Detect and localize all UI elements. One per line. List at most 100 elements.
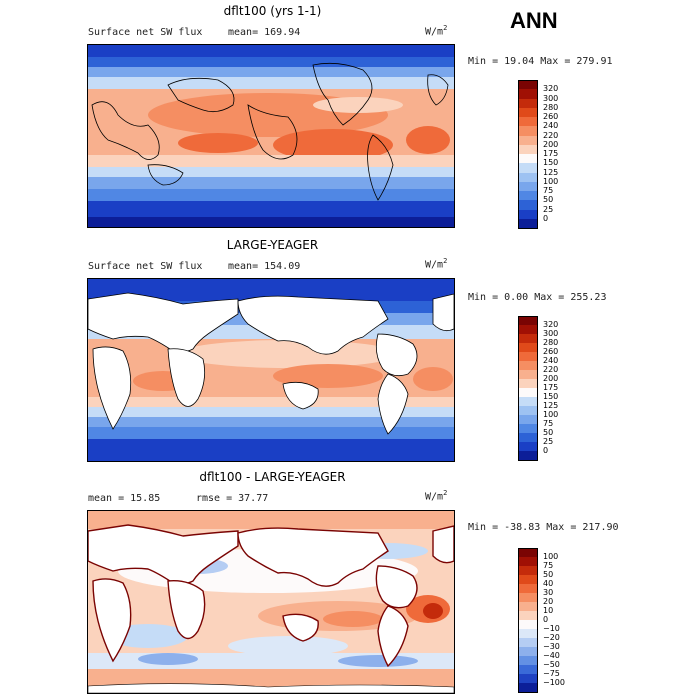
- colorbar-tick-label: 150: [543, 158, 559, 168]
- colorbar-tick-label: 200: [543, 139, 559, 149]
- colorbar-swatch: [518, 665, 538, 675]
- colorbar-tick-label: −40: [543, 651, 560, 660]
- colorbar-tick-label: 150: [543, 392, 559, 401]
- colorbar-swatch: [518, 575, 538, 585]
- panel-bottom-rmse-label: rmse = 37.77: [196, 493, 269, 504]
- colorbar-swatch: [518, 620, 538, 630]
- colorbar-swatch: [518, 154, 538, 164]
- colorbar-swatch: [518, 172, 538, 183]
- panel-bottom-units: W/m2: [425, 489, 448, 503]
- colorbar-tick-label: 200: [543, 374, 559, 383]
- colorbar-tick-label: 125: [543, 167, 559, 177]
- panel-top-mean-label: mean= 169.94: [228, 27, 301, 38]
- colorbar-swatch: [518, 433, 538, 443]
- colorbar-tick-label: 10: [543, 606, 554, 615]
- colorbar-swatch: [518, 415, 538, 425]
- colorbar-swatch: [518, 566, 538, 576]
- colorbar-swatch: [518, 316, 538, 326]
- colorbar-tick-label: 260: [543, 347, 559, 356]
- colorbar-tick-label: 75: [543, 561, 554, 570]
- colorbar-tick-label: 25: [543, 437, 554, 446]
- colorbar-swatch: [518, 325, 538, 335]
- colorbar-swatch: [518, 629, 538, 639]
- panel-top-title: dflt100 (yrs 1-1): [223, 4, 322, 18]
- colorbar-swatch: [518, 218, 538, 229]
- panel-bottom-colorbar: 100 75 50 40 30 20 10 0 −10 −20 −30 −40 −50 −75 −100: [518, 548, 578, 693]
- colorbar-swatch: [518, 361, 538, 371]
- colorbar-tick-label: −75: [543, 669, 560, 678]
- colorbar-tick-label: 125: [543, 401, 559, 410]
- colorbar-tick-label: 240: [543, 121, 559, 131]
- colorbar-swatch: [518, 683, 538, 693]
- panel-top-units: W/m2: [425, 24, 448, 38]
- colorbar-swatch: [518, 98, 538, 109]
- panel-bottom-title: dflt100 - LARGE-YEAGER: [199, 470, 346, 484]
- colorbar-swatch: [518, 548, 538, 558]
- season-label: ANN: [510, 8, 558, 33]
- colorbar-swatch: [518, 181, 538, 192]
- colorbar-tick-label: 280: [543, 102, 559, 112]
- colorbar-swatch: [518, 126, 538, 136]
- colorbar-tick-label: 175: [543, 149, 559, 158]
- colorbar-tick-label: 40: [543, 579, 554, 588]
- colorbar-tick-label: 320: [543, 84, 559, 94]
- colorbar-swatch: [518, 406, 538, 416]
- colorbar-swatch: [518, 352, 538, 362]
- colorbar-swatch: [518, 638, 538, 648]
- colorbar-tick-label: −100: [543, 678, 565, 687]
- panel-middle-title: LARGE-YEAGER: [226, 238, 319, 252]
- colorbar-swatch: [518, 107, 538, 118]
- panel-top-map: [87, 44, 455, 228]
- colorbar-swatch: [518, 388, 538, 398]
- colorbar-swatch: [518, 593, 538, 603]
- colorbar-swatch: [518, 209, 538, 220]
- colorbar-tick-label: 320: [543, 320, 559, 329]
- colorbar-tick-label: 20: [543, 597, 554, 606]
- colorbar-tick-label: 50: [543, 195, 554, 205]
- panel-middle-map: [87, 278, 455, 462]
- colorbar-swatch: [518, 80, 538, 90]
- colorbar-swatch: [518, 163, 538, 173]
- colorbar-swatch: [518, 191, 538, 201]
- colorbar-tick-label: 220: [543, 130, 559, 140]
- colorbar-tick-label: 240: [543, 356, 559, 365]
- colorbar-tick-label: 280: [543, 338, 559, 347]
- panel-top-minmax: Min = 19.04 Max = 279.91: [468, 56, 613, 67]
- colorbar-tick-label: 0: [543, 213, 549, 223]
- panel-middle-colorbar: 320 300 280 260 240 220 200 175 150 125 100 75 50 25 0: [518, 316, 578, 461]
- colorbar-swatch: [518, 451, 538, 461]
- colorbar-swatch: [518, 557, 538, 567]
- colorbar-swatch: [518, 442, 538, 452]
- colorbar-swatch: [518, 89, 538, 99]
- colorbar-swatch: [518, 602, 538, 612]
- colorbar-tick-label: −20: [543, 633, 560, 642]
- colorbar-tick-label: 260: [543, 112, 559, 121]
- colorbar-swatch: [518, 611, 538, 621]
- colorbar-tick-label: −30: [543, 642, 560, 651]
- colorbar-tick-label: 175: [543, 383, 559, 392]
- colorbar-swatch: [518, 135, 538, 146]
- panel-bottom-mean-label: mean = 15.85: [88, 493, 161, 504]
- colorbar-tick-label: 50: [543, 428, 554, 437]
- colorbar-tick-label: 100: [543, 176, 559, 186]
- colorbar-swatch: [518, 424, 538, 434]
- colorbar-tick-label: 75: [543, 419, 554, 428]
- panel-top-colorbar: 320 300 280 260 240 220 200 175 150 125 100 75 50 25 0: [518, 80, 578, 229]
- colorbar-swatch: [518, 656, 538, 666]
- panel-middle-variable-label: Surface net SW flux: [88, 261, 203, 272]
- colorbar-swatch: [518, 674, 538, 684]
- colorbar-swatch: [518, 379, 538, 389]
- colorbar-swatch: [518, 144, 538, 155]
- colorbar-tick-label: 25: [543, 204, 554, 214]
- colorbar-swatch: [518, 370, 538, 380]
- colorbar-tick-label: 30: [543, 588, 554, 597]
- colorbar-tick-label: 75: [543, 186, 554, 195]
- colorbar-swatch: [518, 397, 538, 407]
- colorbar-tick-label: −50: [543, 660, 560, 669]
- panel-bottom-map: [87, 510, 455, 694]
- colorbar-tick-label: −10: [543, 624, 560, 633]
- colorbar-tick-label: 300: [543, 93, 559, 103]
- colorbar-tick-label: 100: [543, 552, 559, 561]
- panel-middle-mean-label: mean= 154.09: [228, 261, 301, 272]
- panel-middle-units: W/m2: [425, 257, 448, 271]
